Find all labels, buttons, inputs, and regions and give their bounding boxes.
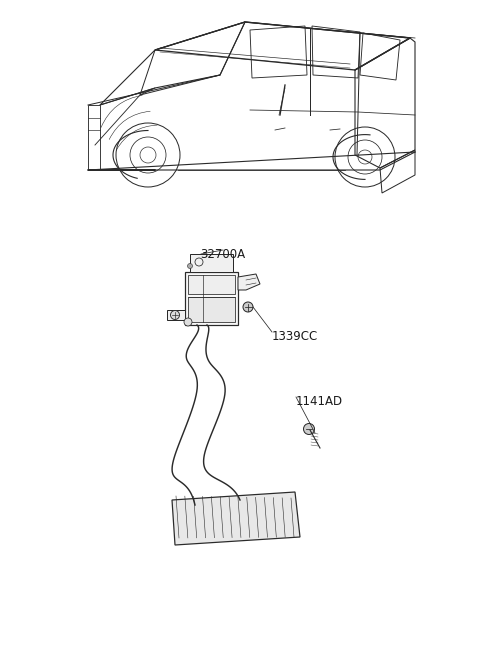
Polygon shape: [172, 492, 300, 545]
Polygon shape: [190, 254, 233, 272]
Text: 1141AD: 1141AD: [296, 395, 343, 408]
Circle shape: [184, 318, 192, 326]
Circle shape: [243, 302, 253, 312]
Text: 1339CC: 1339CC: [272, 330, 318, 343]
Polygon shape: [188, 297, 235, 322]
Text: 32700A: 32700A: [200, 248, 245, 261]
Circle shape: [170, 310, 180, 319]
Circle shape: [188, 264, 192, 268]
Polygon shape: [167, 310, 185, 320]
Circle shape: [303, 424, 314, 434]
Polygon shape: [185, 272, 238, 325]
Polygon shape: [238, 274, 260, 290]
Polygon shape: [188, 275, 235, 294]
